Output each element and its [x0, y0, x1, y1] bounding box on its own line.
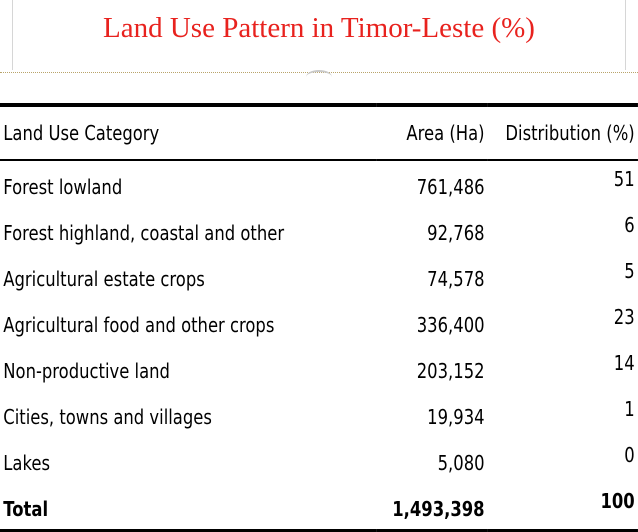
row-area: 203,152 [416, 359, 485, 383]
table-row: Forest highland, coastal and other 92,76… [0, 207, 638, 253]
table-row: Non-productive land 203,152 14 [0, 345, 638, 391]
total-area: 1,493,398 [392, 497, 485, 521]
row-distribution: 51 [613, 167, 635, 191]
table-row: Agricultural food and other crops 336,40… [0, 299, 638, 345]
table-row: Forest lowland 761,486 51 [0, 160, 638, 207]
total-category: Total [3, 497, 49, 521]
row-area: 5,080 [437, 451, 485, 475]
row-category: Agricultural estate crops [3, 267, 205, 291]
land-use-table-container: Land Use Category Area (Ha) Distribution… [0, 103, 638, 532]
row-area: 92,768 [427, 221, 485, 245]
table-row: Agricultural estate crops 74,578 5 [0, 253, 638, 299]
row-category: Cities, towns and villages [3, 405, 212, 429]
row-category: Lakes [3, 451, 51, 475]
table-header-row: Land Use Category Area (Ha) Distribution… [0, 105, 638, 160]
table-row: Lakes 5,080 0 [0, 437, 638, 483]
table-total-row: Total 1,493,398 100 [0, 483, 638, 531]
row-distribution: 23 [613, 305, 635, 329]
row-distribution: 6 [624, 213, 635, 237]
title-box: Land Use Pattern in Timor-Leste (%) [12, 0, 626, 70]
row-distribution: 0 [624, 443, 635, 467]
row-category: Forest lowland [3, 175, 123, 199]
decorative-arc [306, 70, 332, 84]
row-area: 74,578 [427, 267, 485, 291]
row-area: 761,486 [416, 175, 485, 199]
land-use-table: Land Use Category Area (Ha) Distribution… [0, 103, 638, 532]
header-distribution: Distribution (%) [505, 121, 635, 145]
row-area: 336,400 [416, 313, 485, 337]
row-area: 19,934 [427, 405, 485, 429]
row-category: Non-productive land [3, 359, 170, 383]
row-distribution: 14 [613, 351, 635, 375]
total-distribution: 100 [600, 489, 635, 513]
header-category: Land Use Category [3, 121, 160, 145]
table-row: Cities, towns and villages 19,934 1 [0, 391, 638, 437]
header-area: Area (Ha) [406, 121, 485, 145]
row-category: Forest highland, coastal and other [3, 221, 285, 245]
row-distribution: 1 [624, 397, 635, 421]
row-distribution: 5 [624, 259, 635, 283]
row-category: Agricultural food and other crops [3, 313, 275, 337]
page-title: Land Use Pattern in Timor-Leste (%) [103, 12, 535, 44]
